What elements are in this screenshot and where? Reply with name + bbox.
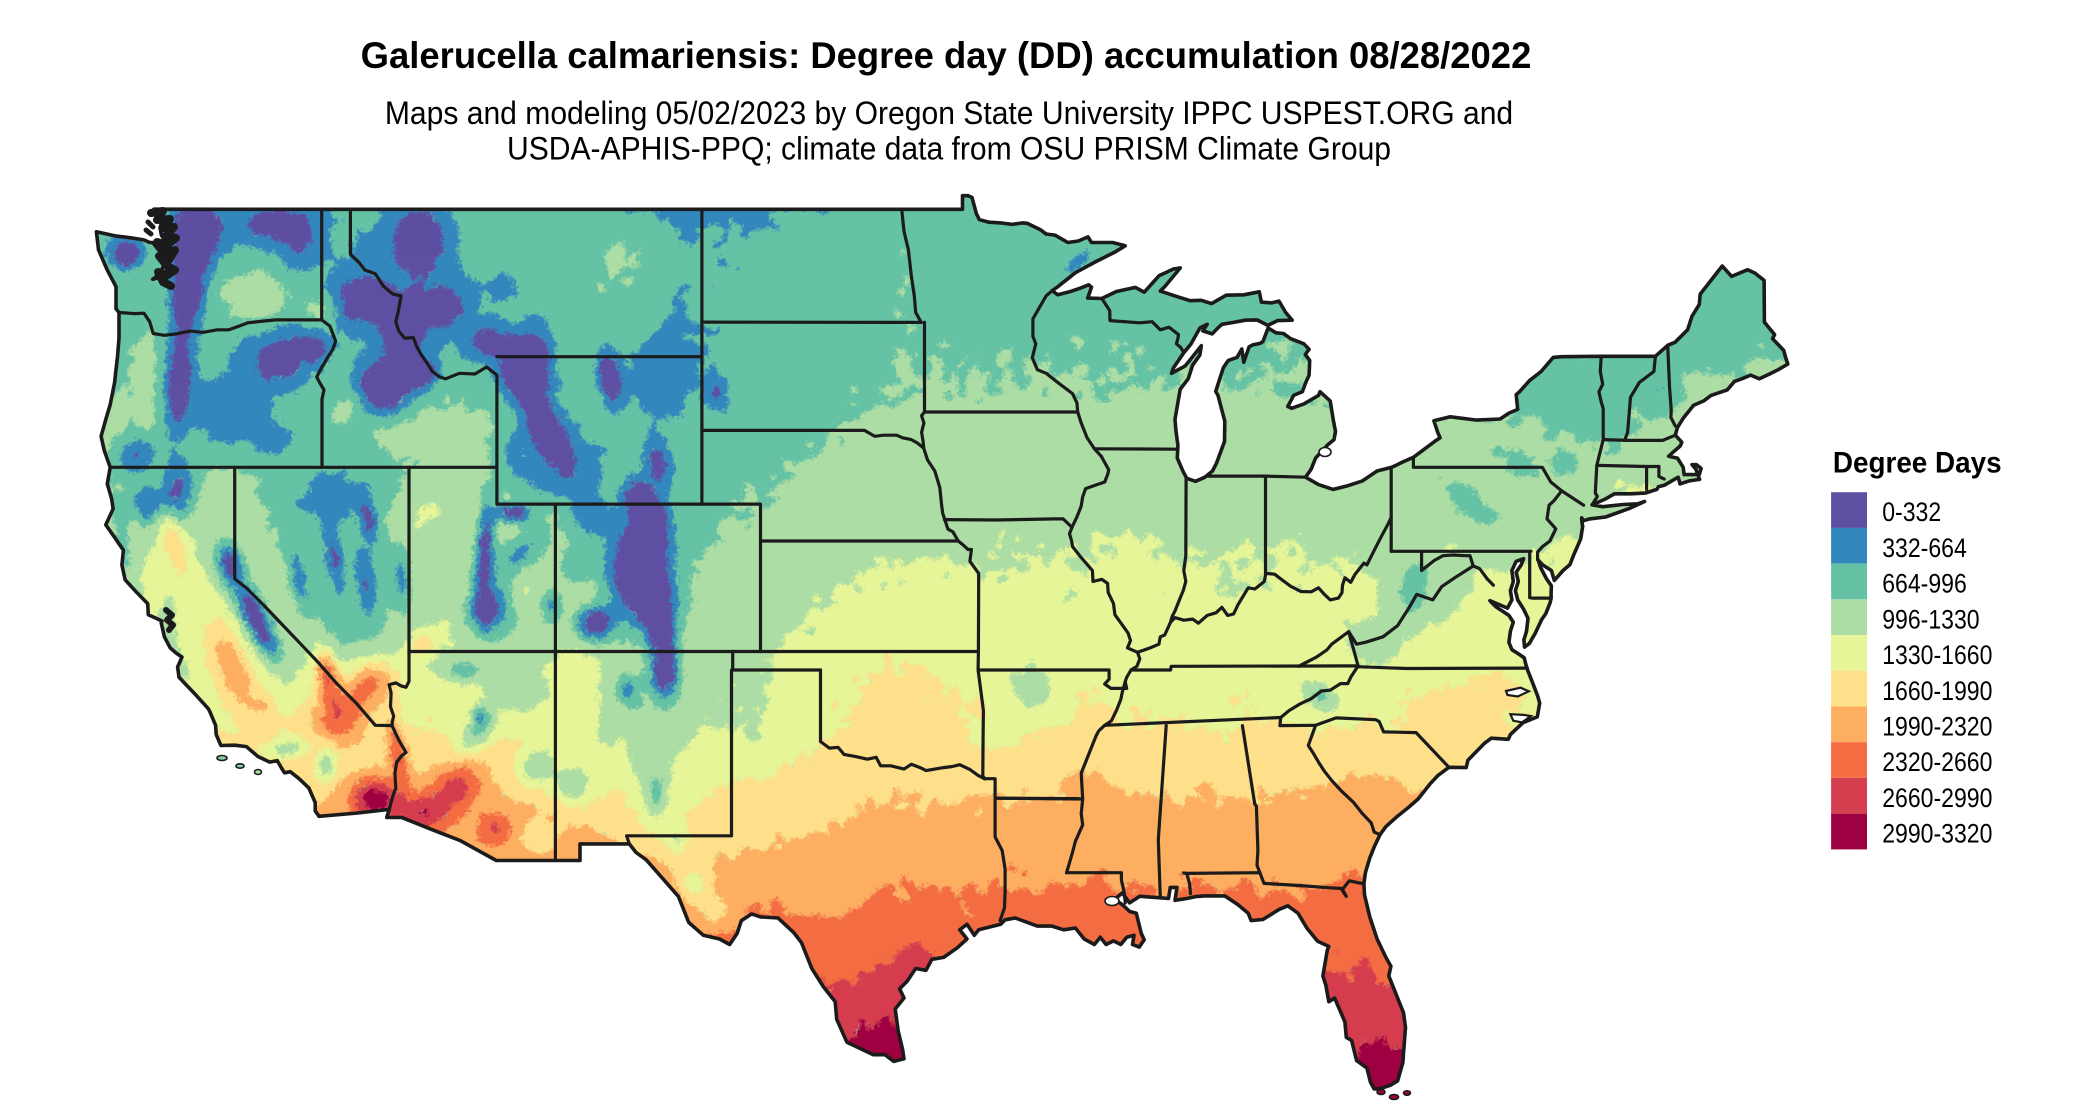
svg-text:2660-2990: 2660-2990 bbox=[1882, 785, 1992, 814]
svg-text:1660-1990: 1660-1990 bbox=[1882, 677, 1992, 706]
svg-text:996-1330: 996-1330 bbox=[1882, 606, 1979, 635]
svg-text:2320-2660: 2320-2660 bbox=[1882, 749, 1992, 778]
svg-text:Maps and modeling 05/02/2023 b: Maps and modeling 05/02/2023 by Oregon S… bbox=[385, 95, 1513, 131]
svg-text:2990-3320: 2990-3320 bbox=[1882, 820, 1992, 849]
svg-text:1990-2320: 1990-2320 bbox=[1882, 713, 1992, 742]
svg-text:0-332: 0-332 bbox=[1882, 499, 1941, 528]
svg-text:332-664: 332-664 bbox=[1882, 534, 1967, 563]
svg-text:USDA-APHIS-PPQ; climate data f: USDA-APHIS-PPQ; climate data from OSU PR… bbox=[507, 131, 1391, 167]
svg-text:Degree Days: Degree Days bbox=[1833, 447, 2002, 480]
svg-text:664-996: 664-996 bbox=[1882, 570, 1967, 599]
svg-text:1330-1660: 1330-1660 bbox=[1882, 642, 1992, 671]
svg-text:Galerucella calmariensis: Degr: Galerucella calmariensis: Degree day (DD… bbox=[361, 35, 1532, 76]
